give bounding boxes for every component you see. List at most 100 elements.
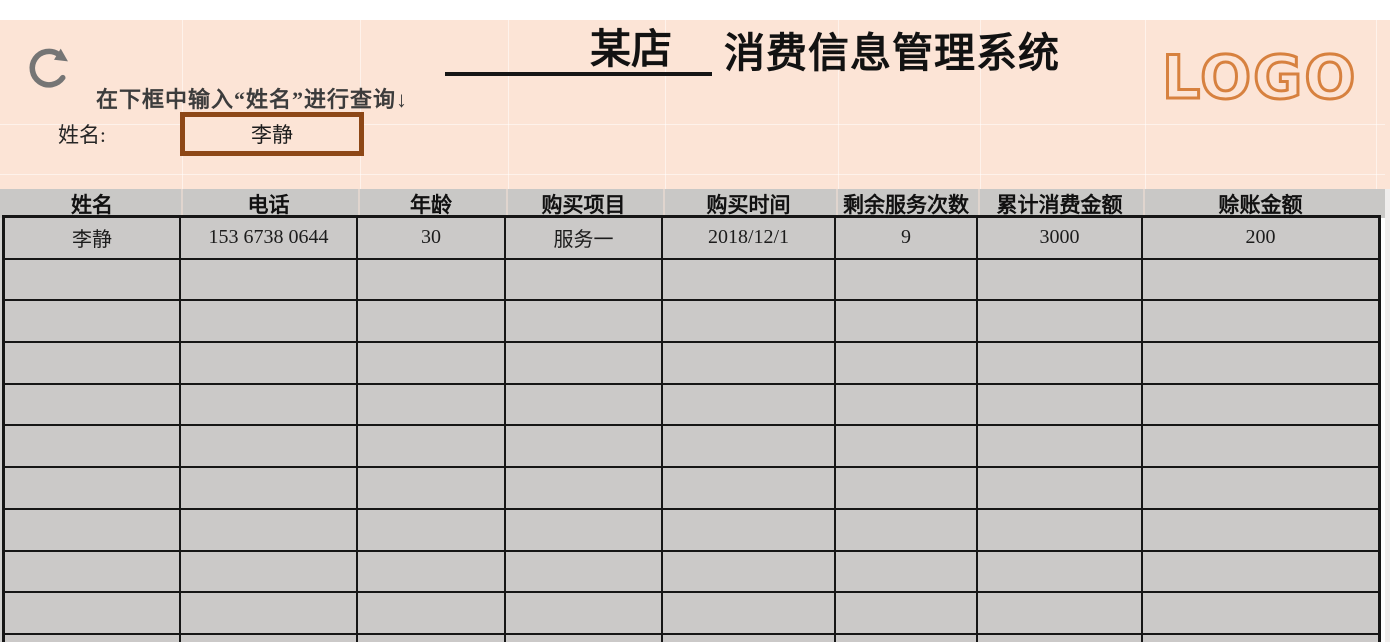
table-cell[interactable] [836,634,976,642]
table-cell[interactable] [1143,259,1378,300]
table-cell[interactable] [663,384,834,425]
table-cell[interactable]: 2018/12/1 [663,218,834,258]
table-cell[interactable] [1143,551,1378,592]
table-cell[interactable] [978,301,1141,342]
table-cell[interactable] [663,259,834,300]
table-cell[interactable] [663,468,834,508]
gridline [0,174,1385,175]
table-cell[interactable] [663,343,834,383]
table-cell[interactable] [663,593,834,633]
table-cell[interactable] [1143,634,1378,642]
table-cell[interactable]: 153 6738 0644 [181,218,356,258]
table-cell[interactable] [1143,593,1378,633]
table-header-row: 姓名 电话 年龄 购买项目 购买时间 剩余服务次数 累计消费金额 赊账金额 [2,189,1381,218]
table-cell[interactable] [5,468,179,508]
table-cell[interactable] [506,384,661,425]
table-cell[interactable] [181,509,356,550]
table-cell[interactable] [978,426,1141,467]
table-cell[interactable] [181,468,356,508]
table-cell[interactable] [663,509,834,550]
table-cell[interactable] [978,259,1141,300]
table-cell[interactable] [836,468,976,508]
table-cell[interactable] [5,259,179,300]
table-cell[interactable] [181,426,356,467]
table-cell[interactable]: 30 [358,218,504,258]
table-cell[interactable] [181,384,356,425]
table-cell[interactable] [978,343,1141,383]
table-cell[interactable] [663,551,834,592]
table-cell[interactable] [506,634,661,642]
table-cell[interactable] [506,426,661,467]
table-cell[interactable] [506,593,661,633]
table-cell[interactable] [663,301,834,342]
table-cell[interactable]: 9 [836,218,976,258]
table-cell[interactable] [1143,426,1378,467]
table-cell[interactable] [358,551,504,592]
table-cell[interactable] [1143,343,1378,383]
table-cell[interactable] [663,634,834,642]
column-header: 累计消费金额 [978,189,1141,219]
table-cell[interactable] [836,551,976,592]
table-cell[interactable] [506,301,661,342]
table-cell[interactable] [181,593,356,633]
table-cell[interactable] [5,384,179,425]
table-cell[interactable] [358,384,504,425]
table-cell[interactable] [181,259,356,300]
table-cell[interactable] [181,343,356,383]
table-cell[interactable] [978,384,1141,425]
table-cell[interactable] [978,634,1141,642]
table-cell[interactable] [5,343,179,383]
table-cell[interactable] [181,551,356,592]
table-cell[interactable] [978,593,1141,633]
table-cell[interactable] [663,426,834,467]
table-cell[interactable] [978,551,1141,592]
table-cell[interactable] [5,551,179,592]
name-search-input[interactable] [180,112,364,156]
table-cell[interactable] [181,634,356,642]
table-cell[interactable] [1143,509,1378,550]
table-cell[interactable] [836,509,976,550]
table-cell[interactable] [836,426,976,467]
table-cell[interactable] [358,468,504,508]
table-cell[interactable] [358,509,504,550]
table-cell[interactable]: 服务一 [506,218,661,258]
table-cell[interactable] [836,593,976,633]
gridline [182,20,183,189]
table-cell[interactable] [181,301,356,342]
results-table-body: 李静 153 6738 0644 30 服务一 2018/12/1 9 3000 200 [2,215,1381,642]
table-cell[interactable]: 3000 [978,218,1141,258]
table-cell[interactable] [978,509,1141,550]
table-cell[interactable] [506,259,661,300]
top-panel [0,20,1390,189]
table-cell[interactable] [358,426,504,467]
table-cell[interactable] [836,259,976,300]
table-cell[interactable] [5,301,179,342]
table-cell[interactable] [1143,468,1378,508]
search-instruction: 在下框中输入“姓名”进行查询↓ [96,87,409,112]
table-cell[interactable] [836,343,976,383]
table-cell[interactable]: 李静 [5,218,179,258]
table-cell[interactable] [5,426,179,467]
table-cell[interactable] [358,593,504,633]
table-cell[interactable] [506,551,661,592]
table-cell[interactable] [506,468,661,508]
refresh-icon[interactable] [20,36,78,98]
table-cell[interactable] [978,468,1141,508]
table-cell[interactable] [1143,384,1378,425]
table-cell[interactable] [358,634,504,642]
column-header: 购买项目 [506,189,661,219]
column-header: 购买时间 [663,189,834,219]
table-cell[interactable] [506,509,661,550]
table-cell[interactable] [5,509,179,550]
table-cell[interactable] [836,301,976,342]
table-cell[interactable] [506,343,661,383]
table-cell[interactable] [5,634,179,642]
table-cell[interactable] [358,259,504,300]
table-cell[interactable] [358,343,504,383]
table-cell[interactable] [358,301,504,342]
table-cell[interactable] [5,593,179,633]
table-cell[interactable] [1143,301,1378,342]
table-cell[interactable]: 200 [1143,218,1378,258]
table-cell[interactable] [836,384,976,425]
